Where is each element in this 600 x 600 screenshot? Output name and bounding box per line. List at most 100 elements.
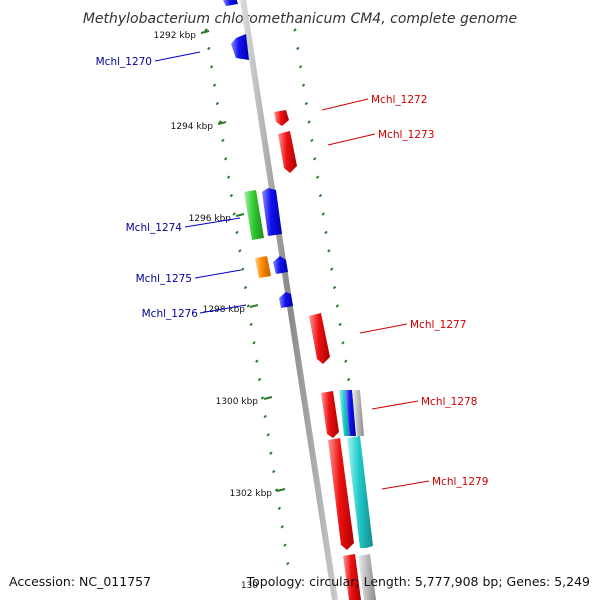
minor-tick — [324, 230, 328, 235]
gene-label-mchl-1279[interactable]: Mchl_1279 — [432, 476, 488, 488]
minor-tick — [204, 28, 208, 32]
minor-tick — [260, 396, 265, 400]
gene-mchl-1274-green[interactable] — [244, 190, 264, 240]
minor-tick — [312, 157, 317, 161]
gene-mchl-1277[interactable] — [309, 313, 330, 364]
minor-tick — [257, 377, 262, 382]
gene-label-mchl-1272[interactable]: Mchl_1272 — [371, 94, 427, 106]
minor-tick — [215, 101, 220, 106]
major-tick — [276, 488, 286, 492]
gene-mchl-1279-red[interactable] — [328, 438, 354, 550]
minor-tick — [341, 341, 345, 345]
minor-tick — [346, 377, 351, 382]
leader-line — [371, 400, 419, 410]
gene-mchl-1273[interactable] — [278, 131, 297, 173]
minor-tick — [263, 414, 267, 419]
minor-tick — [232, 212, 236, 216]
minor-tick — [329, 267, 334, 271]
map-title: Methylobacterium chloromethanicum CM4, c… — [83, 11, 517, 27]
minor-tick — [252, 341, 256, 345]
minor-tick — [344, 359, 348, 363]
gene-mchl-1278[interactable] — [321, 391, 339, 438]
gene-feature-partial[interactable] — [223, 0, 238, 6]
minor-tick — [226, 175, 231, 179]
leader-line — [321, 98, 369, 111]
topology-summary: Topology: circular; Length: 5,777,908 bp… — [246, 574, 590, 589]
minor-tick — [249, 322, 253, 327]
minor-tick — [266, 433, 270, 437]
minor-tick — [269, 451, 273, 455]
gene-mchl-1276[interactable] — [279, 292, 293, 308]
leader-line — [327, 133, 376, 146]
kbp-label: 1292 kbp — [154, 31, 197, 41]
right-tick-track — [293, 28, 351, 382]
gene-label-mchl-1277[interactable]: Mchl_1277 — [410, 319, 466, 331]
minor-tick — [277, 506, 282, 511]
minor-tick — [235, 230, 239, 235]
left-tick-track — [204, 28, 290, 566]
gene-mchl-1274[interactable] — [262, 188, 282, 236]
kbp-scale: 1292 kbp 1294 kbp 1296 kbp 1298 kbp 1300… — [154, 30, 286, 591]
minor-tick — [332, 285, 337, 290]
minor-tick — [335, 304, 340, 308]
minor-tick — [318, 193, 323, 198]
leader-line — [381, 480, 430, 490]
leader-line — [184, 217, 241, 228]
kbp-label: 1300 kbp — [216, 397, 259, 407]
minor-tick — [246, 304, 251, 308]
major-tick — [235, 213, 245, 217]
gene-cyan-small[interactable] — [339, 390, 350, 436]
minor-tick — [255, 359, 259, 363]
minor-tick — [301, 83, 306, 87]
gene-blue-small[interactable] — [345, 390, 356, 436]
gene-mchl-1275[interactable] — [273, 256, 288, 274]
minor-tick — [310, 138, 314, 143]
minor-tick — [238, 249, 242, 253]
minor-tick — [327, 249, 331, 253]
gene-mchl-1270[interactable] — [231, 34, 249, 60]
minor-tick — [240, 267, 245, 271]
minor-tick — [223, 157, 228, 161]
gene-feature-partial[interactable] — [343, 554, 361, 600]
minor-tick — [207, 46, 211, 51]
minor-tick — [286, 561, 290, 566]
gene-label-mchl-1274[interactable]: Mchl_1274 — [126, 222, 183, 234]
minor-tick — [298, 65, 303, 69]
minor-tick — [304, 101, 309, 106]
major-tick — [200, 30, 210, 34]
minor-tick — [307, 120, 311, 124]
minor-tick — [280, 525, 284, 529]
minor-tick — [321, 212, 325, 216]
kbp-label: 1302 kbp — [230, 489, 273, 499]
kbp-label: 1296 kbp — [189, 214, 232, 224]
minus-strand-genes — [223, 0, 293, 308]
gene-mchl-1272[interactable] — [274, 110, 289, 126]
gene-labels: Mchl_1270 Mchl_1274 Mchl_1275 Mchl_1276 … — [96, 56, 489, 488]
minor-tick — [243, 285, 248, 290]
major-tick — [263, 396, 273, 400]
leader-line — [194, 269, 242, 279]
minor-tick — [296, 46, 300, 51]
gene-mchl-1279[interactable] — [347, 436, 373, 548]
gene-feature-partial[interactable] — [358, 554, 376, 600]
minor-tick — [315, 175, 320, 179]
minor-tick — [293, 28, 297, 32]
kbp-label: 130 — [241, 581, 258, 591]
minor-tick — [274, 488, 279, 492]
gene-label-mchl-1273[interactable]: Mchl_1273 — [378, 129, 434, 141]
major-tick — [249, 304, 259, 308]
gene-label-mchl-1278[interactable]: Mchl_1278 — [421, 396, 477, 408]
gene-label-mchl-1270[interactable]: Mchl_1270 — [96, 56, 152, 68]
leader-line — [359, 323, 408, 334]
gene-label-mchl-1275[interactable]: Mchl_1275 — [136, 273, 192, 285]
plus-strand-genes — [274, 110, 376, 600]
gene-label-mchl-1276[interactable]: Mchl_1276 — [142, 308, 199, 320]
minor-tick — [283, 543, 287, 547]
gene-grey-small[interactable] — [352, 390, 364, 436]
minor-tick — [338, 322, 342, 327]
kbp-label: 1294 kbp — [171, 122, 214, 132]
kbp-label: 1298 kbp — [203, 305, 246, 315]
gene-mchl-1275-orange[interactable] — [255, 256, 271, 278]
minor-tick — [221, 138, 225, 143]
